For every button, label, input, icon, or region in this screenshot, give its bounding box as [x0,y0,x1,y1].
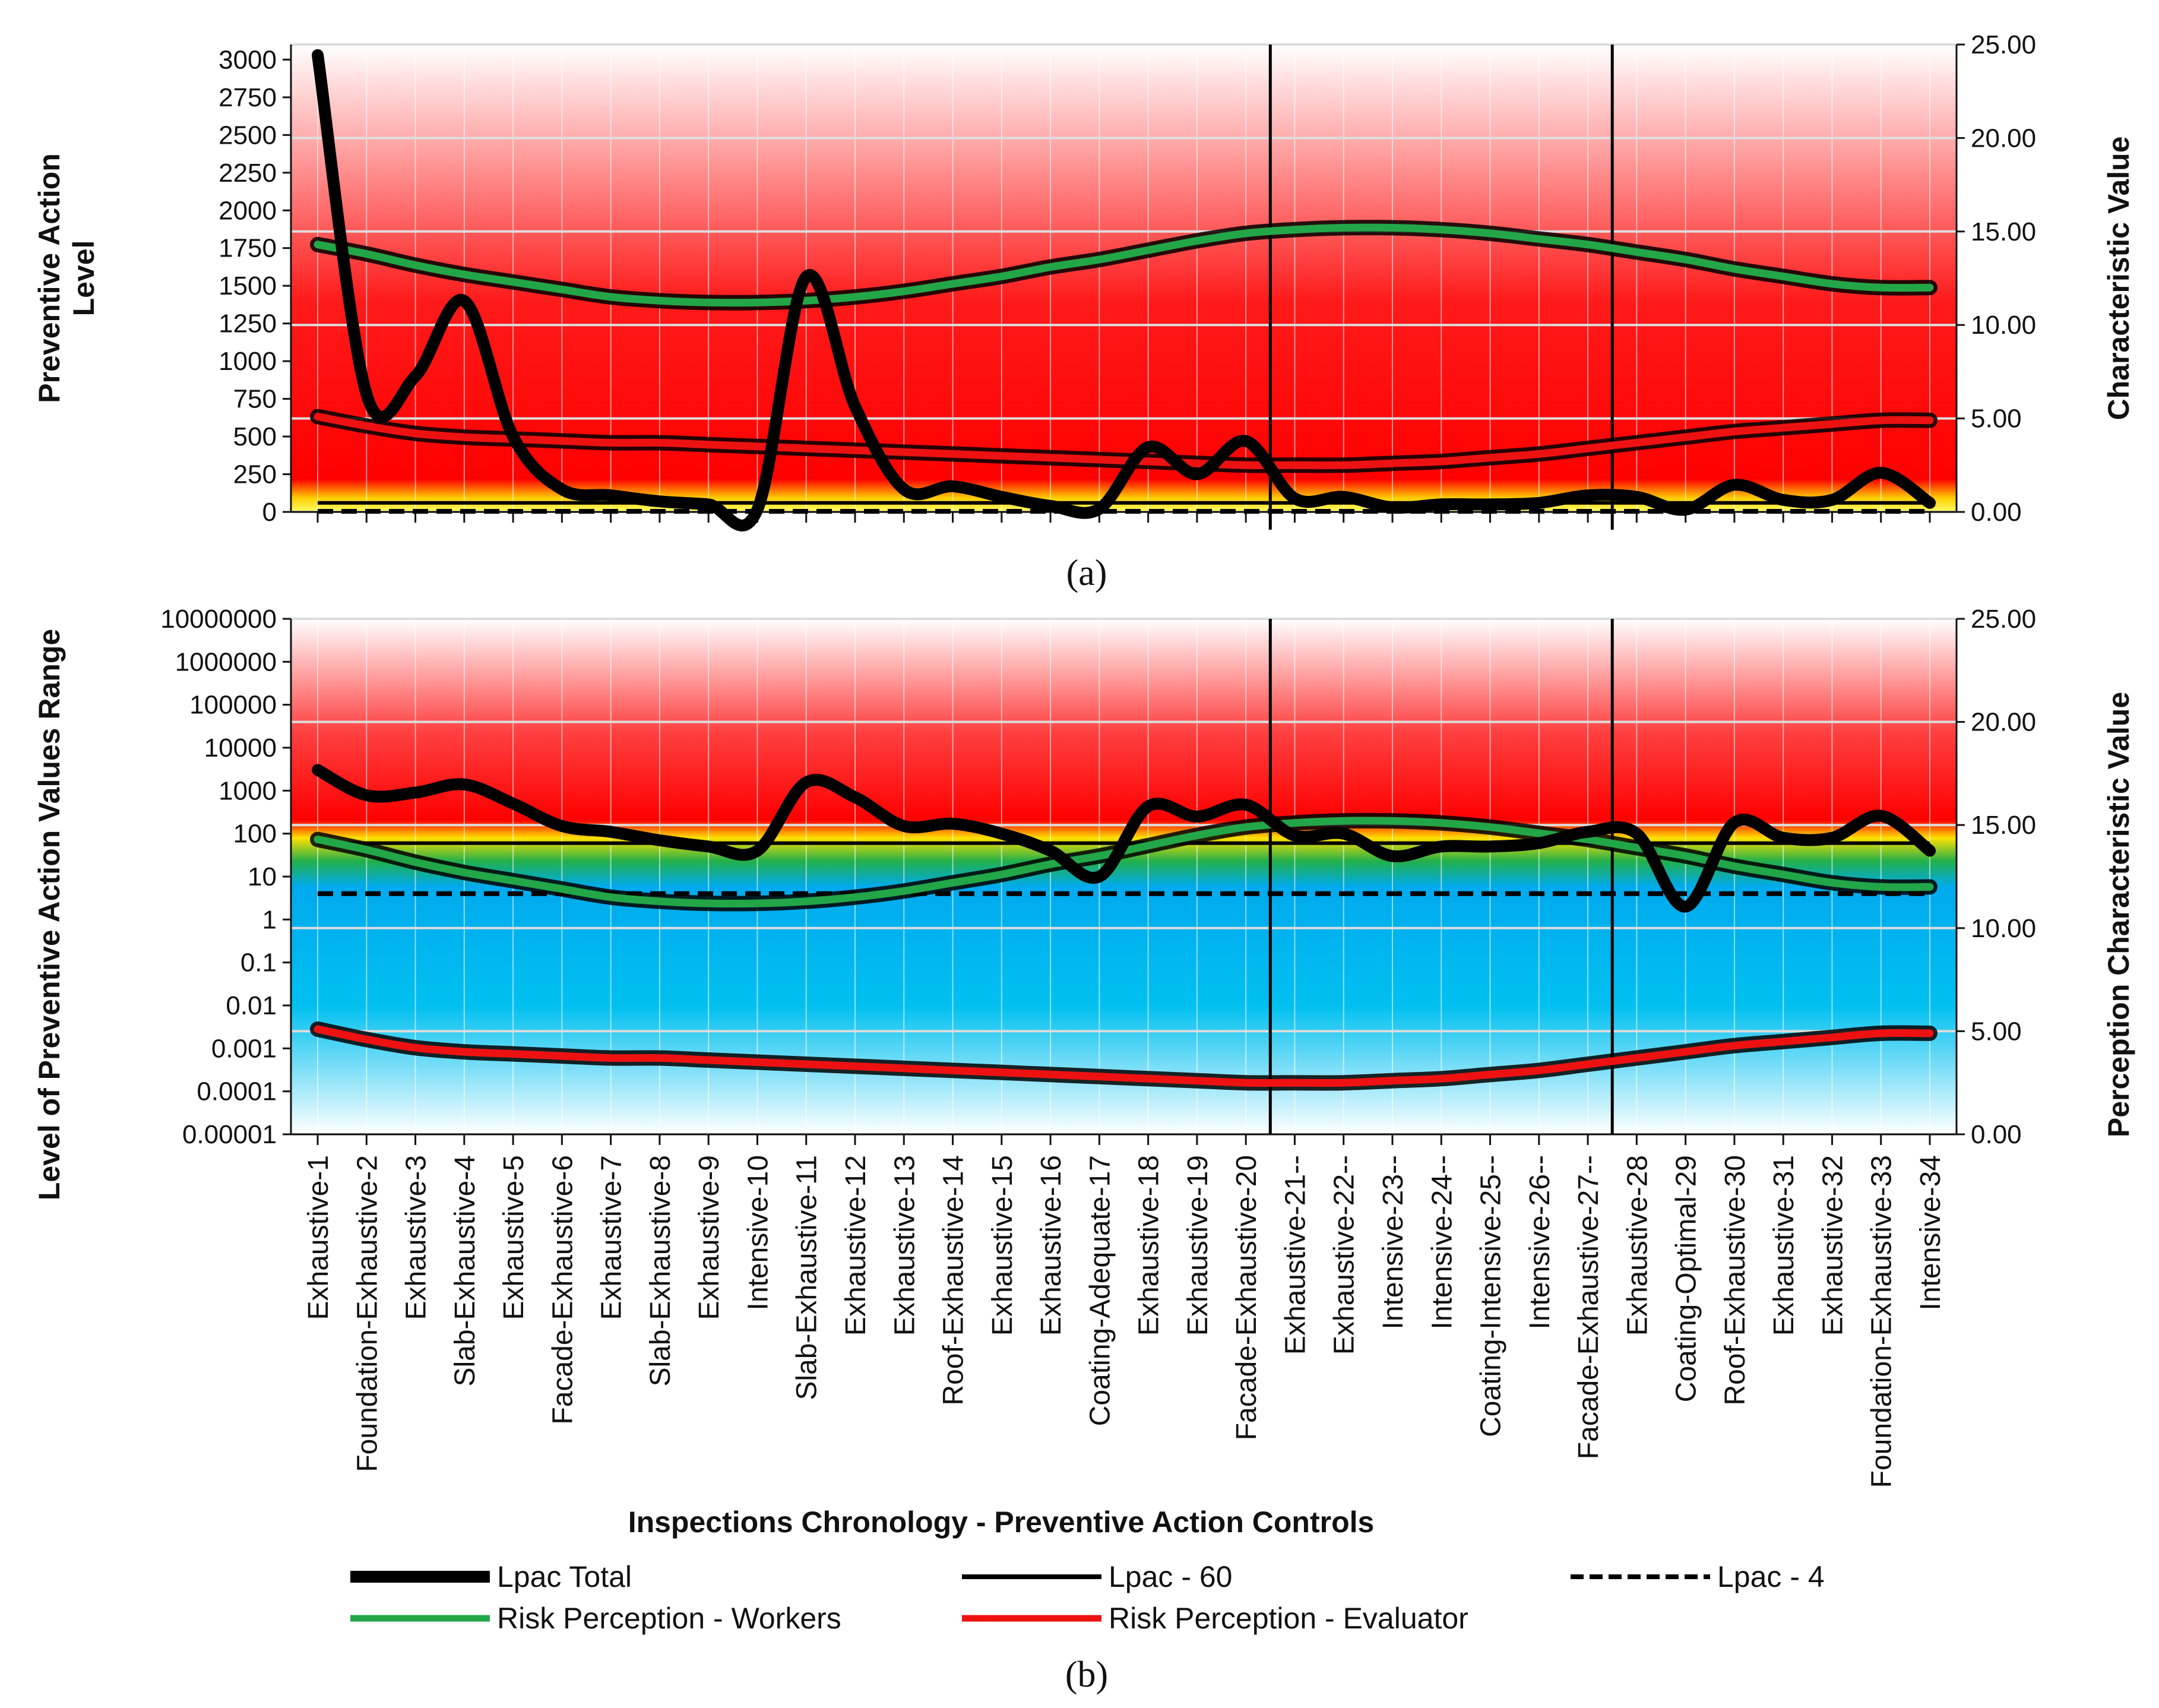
y-tick-label: 2750 [219,83,277,112]
y-tick-label: 500 [233,422,277,451]
x-tick-label: Slab-Exhaustive-4 [449,1155,481,1387]
y2-tick-label: 0.00 [1971,498,2022,527]
x-tick-label: Foundation-Exhaustive-2 [352,1155,383,1472]
series-line-evaluator [314,413,1934,470]
y-axis-title-line: Level [67,241,100,317]
x-tick-label: Coating-Optimal-29 [1671,1155,1702,1402]
y2-tick-label: 10.00 [1971,914,2036,943]
y2-axis-title: Characteristic Value [2102,136,2135,420]
x-tick-label: Exhaustive-18 [1134,1155,1165,1336]
x-tick-label: Exhaustive-12 [840,1155,872,1336]
y2-tick-label: 5.00 [1971,404,2022,434]
x-tick-label: Exhaustive-16 [1036,1155,1067,1336]
x-tick-label: Coating-Intensive-25-- [1476,1155,1507,1437]
y-tick-label: 3000 [219,45,277,74]
y-tick-label: 1750 [219,234,277,263]
y2-tick-label: 25.00 [1971,605,2036,634]
series-line-lpac-total [312,764,1936,913]
series-line-workers [314,223,1934,307]
y-tick-label: 1250 [219,309,277,339]
y2-tick-label: 25.00 [1971,30,2036,59]
panel-label: (b) [1065,1655,1108,1695]
series-line-evaluator [314,1025,1934,1087]
panel-label: (a) [1066,553,1107,593]
y-tick-label: 1500 [219,271,277,301]
y-axis-title-line: Preventive Action [33,153,66,403]
y-tick-label: 1000 [219,776,277,805]
x-tick-label: Exhaustive-3 [401,1155,432,1320]
x-tick-label: Exhaustive-19 [1182,1155,1214,1336]
x-tick-label: Intensive-34 [1915,1155,1946,1311]
x-tick-label: Intensive-23-- [1378,1155,1409,1329]
y2-tick-label: 20.00 [1971,708,2036,737]
y-tick-label: 10000 [204,733,277,763]
x-tick-label: Exhaustive-1 [303,1155,334,1320]
legend: Lpac Total Lpac - 60 Lpac - 4 Risk Percepti… [350,1560,1825,1635]
y-tick-label: 0.00001 [182,1120,277,1149]
y-tick-label: 100000 [189,691,277,720]
x-tick-label: Foundation-Exhaustive-33 [1866,1155,1898,1488]
y-tick-label: 750 [233,385,277,414]
y-tick-label: 10000000 [160,605,277,634]
y-tick-label: 2000 [219,196,277,225]
x-tick-label: Exhaustive-22-- [1329,1155,1360,1355]
y2-tick-label: 5.00 [1971,1017,2022,1046]
x-tick-label: Intensive-24-- [1426,1155,1458,1329]
y2-tick-label: 15.00 [1971,217,2036,246]
panel-b: 0.00001 0.0001 0.001 0.01 0.1 1 10 100 1000 10000… [33,605,2135,1695]
legend-label: Lpac - 60 [1109,1560,1232,1593]
x-tick-label: Exhaustive-31 [1768,1155,1800,1336]
x-tick-label: Exhaustive-15 [987,1155,1018,1336]
x-tick-label: Roof-Exhaustive-30 [1720,1155,1751,1406]
x-tick-label: Exhaustive-21-- [1280,1155,1311,1355]
y-tick-label: 0.001 [211,1034,277,1063]
x-tick-label: Exhaustive-5 [498,1155,530,1320]
x-tick-label: Roof-Exhaustive-14 [938,1155,970,1406]
x-tick-label: Coating-Adequate-17 [1084,1155,1116,1426]
legend-label: Risk Perception - Workers [497,1602,841,1635]
y-tick-label: 0 [262,498,277,527]
legend-label: Lpac Total [497,1560,632,1593]
x-tick-label: Exhaustive-32 [1817,1155,1848,1336]
x-tick-label: Slab-Exhaustive-8 [645,1155,676,1387]
x-tick-label: Slab-Exhaustive-11 [792,1155,823,1400]
series-line-lpac-total [312,49,1936,532]
y-tick-label: 2250 [219,159,277,188]
y-tick-label: 1 [262,905,277,934]
y-tick-label: 10 [248,862,277,891]
legend-label: Risk Perception - Evaluator [1109,1602,1468,1635]
y-tick-label: 1000000 [175,647,277,676]
x-tick-label: Facade-Exhaustive-27-- [1573,1155,1604,1459]
y-tick-label: 0.0001 [197,1077,277,1106]
y-axis-title: Preventive ActionLevel [33,153,100,403]
y-tick-label: 0.01 [226,991,277,1020]
y-axis-title: Level of Preventive Action Values Range [33,629,66,1200]
x-tick-label: Exhaustive-9 [694,1155,725,1320]
x-tick-label: Exhaustive-13 [889,1155,920,1336]
y2-axis-title: Perception Characteristic Value [2102,692,2135,1137]
y2-tick-label: 0.00 [1971,1120,2022,1149]
x-tick-label: Exhaustive-7 [596,1155,628,1320]
x-tick-label: Facade-Exhaustive-20 [1231,1155,1262,1440]
y-tick-label: 2500 [219,121,277,150]
x-axis-title: Inspections Chronology - Preventive Acti… [628,1505,1375,1539]
x-tick-label: Facade-Exhaustive-6 [547,1155,578,1425]
legend-label: Lpac - 4 [1717,1560,1825,1593]
x-tick-label: Exhaustive-28 [1622,1155,1653,1336]
x-tick-label: Intensive-10 [742,1155,774,1311]
y-tick-label: 1000 [219,347,277,376]
y-tick-label: 250 [233,460,277,489]
panel-a: 0 250 500 750 1000 1250 1500 1750 2000 2250 2500 27… [33,30,2135,593]
x-tick-label: Intensive-26-- [1524,1155,1556,1329]
y2-tick-label: 10.00 [1971,311,2036,340]
y2-tick-label: 20.00 [1971,124,2036,153]
y-tick-label: 100 [233,820,277,849]
y-tick-label: 0.1 [240,948,277,978]
y2-tick-label: 15.00 [1971,811,2036,840]
